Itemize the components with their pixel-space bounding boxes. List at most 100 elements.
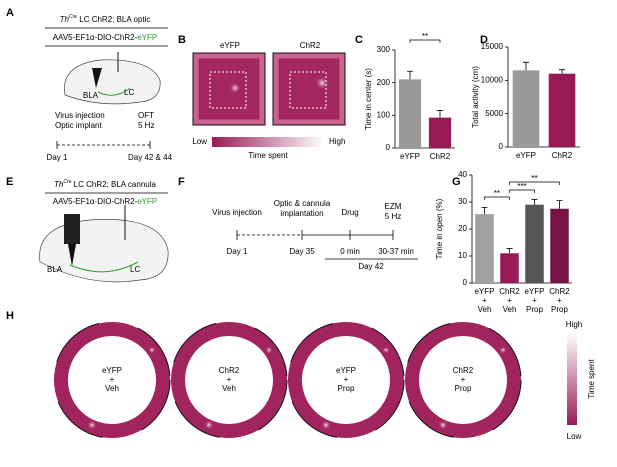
y-tick-label: 200 xyxy=(377,78,391,87)
sig-label: ** xyxy=(494,189,500,198)
panel-label: H xyxy=(6,310,14,322)
error-bar xyxy=(556,200,563,209)
panel-title: ThCre LC ChR2; BLA cannula xyxy=(54,179,156,189)
day: Day 1 xyxy=(227,247,248,256)
colorbar xyxy=(212,137,324,147)
x-tick-label-line: eYFP xyxy=(524,287,544,296)
error-bar xyxy=(506,248,513,254)
x-tick-label-line: ChR2 xyxy=(549,287,570,296)
colorbar-title: Time spent xyxy=(587,359,596,399)
step: Drug xyxy=(341,208,358,217)
x-tick-label-line: + xyxy=(557,296,562,305)
ring xyxy=(171,322,287,438)
projection xyxy=(69,261,139,273)
sup: Cre xyxy=(63,179,71,185)
heatmap-label: ChR2 xyxy=(300,41,321,50)
y-tick-label: 0 xyxy=(463,278,468,287)
x-tick-label-line: + xyxy=(532,296,537,305)
sig-bracket xyxy=(409,39,441,43)
projection xyxy=(97,87,131,96)
error-bar xyxy=(481,207,488,215)
hotspot xyxy=(229,82,241,94)
ring-label: Prop xyxy=(338,384,355,393)
step: implantation xyxy=(280,209,323,218)
panel-label: F xyxy=(178,176,185,188)
ring xyxy=(288,322,404,438)
ring-edge xyxy=(287,321,405,439)
region: LC xyxy=(124,88,134,97)
y-axis-label: Total activity (cm) xyxy=(471,66,480,128)
panel-label: D xyxy=(480,34,488,46)
x-tick-label: ChR2 xyxy=(430,152,451,161)
gene: Th xyxy=(54,180,64,189)
x-tick-label-line: ChR2 xyxy=(430,152,451,161)
error-bar xyxy=(407,70,413,80)
x-tick-label-line: eYFP xyxy=(516,151,536,160)
x-tick-label-line: Veh xyxy=(478,305,492,314)
bar xyxy=(525,204,544,283)
center-zone xyxy=(289,71,327,109)
ring-label: + xyxy=(110,375,115,384)
sig-label: ** xyxy=(531,174,537,183)
ring-label: + xyxy=(344,375,349,384)
ring xyxy=(405,322,521,438)
region: BLA xyxy=(83,91,99,100)
x-tick-label: eYFP xyxy=(516,151,536,160)
hotspot xyxy=(382,346,390,354)
y-tick-label: 0 xyxy=(499,142,504,151)
heat-edge xyxy=(273,53,345,125)
construct-main: AAV5-EF1α-DIO-ChR2- xyxy=(53,33,138,42)
day: Day 35 xyxy=(289,247,315,256)
freq: 5 Hz xyxy=(138,121,154,130)
ring-label: eYFP xyxy=(336,366,356,375)
ring xyxy=(54,322,170,438)
x-tick-label-line: ChR2 xyxy=(552,151,573,160)
ring-label: ChR2 xyxy=(219,366,240,375)
x-tick-label-line: eYFP xyxy=(400,152,420,161)
error-bar xyxy=(437,110,443,118)
sig-bracket xyxy=(509,181,560,185)
bar xyxy=(512,70,540,147)
x-tick-label-line: Veh xyxy=(503,305,517,314)
hotspot xyxy=(204,420,214,430)
region: LC xyxy=(130,265,140,274)
title-rest: LC ChR2; BLA cannula xyxy=(71,180,156,189)
bar xyxy=(550,208,569,283)
bar xyxy=(500,253,519,283)
gene: Th xyxy=(60,15,70,24)
y-tick-label: 15000 xyxy=(481,42,504,51)
hotspot xyxy=(265,346,273,354)
y-tick-label: 300 xyxy=(377,45,391,54)
region: BLA xyxy=(47,265,63,274)
cannula-tip xyxy=(68,244,76,266)
step: Virus injection xyxy=(212,208,262,217)
panel-label: C xyxy=(355,34,363,46)
y-axis-label: Time in open (%) xyxy=(435,198,444,259)
reporter: eYFP xyxy=(137,197,157,206)
x-tick-label-line: + xyxy=(482,296,487,305)
x-tick-label: eYFP + Prop xyxy=(524,287,544,314)
x-tick-label-line: eYFP xyxy=(474,287,494,296)
implant xyxy=(92,68,102,88)
x-tick-label: ChR2 + Prop xyxy=(549,287,570,314)
ring-edge xyxy=(404,321,522,439)
y-axis-label: Time in center (s) xyxy=(364,68,373,130)
bar xyxy=(475,214,494,283)
sup: Cre xyxy=(69,14,77,20)
hotspot xyxy=(148,346,156,354)
bar xyxy=(398,79,422,148)
hotspot xyxy=(87,420,97,430)
x-tick-label-line: ChR2 xyxy=(499,287,520,296)
panel-label: B xyxy=(178,34,186,46)
x-tick-label: ChR2 xyxy=(552,151,573,160)
ring-edge xyxy=(53,321,171,439)
y-tick-label: 100 xyxy=(377,110,391,119)
step: Optic implant xyxy=(55,121,102,130)
x-tick-label: ChR2 + Veh xyxy=(499,287,520,314)
sig-bracket xyxy=(484,196,510,200)
colorbar-label: High xyxy=(566,320,582,329)
y-tick-label: 30 xyxy=(458,197,467,206)
panel-label: A xyxy=(6,7,14,19)
day: Day 42 xyxy=(358,262,384,271)
error-bar xyxy=(531,198,538,205)
